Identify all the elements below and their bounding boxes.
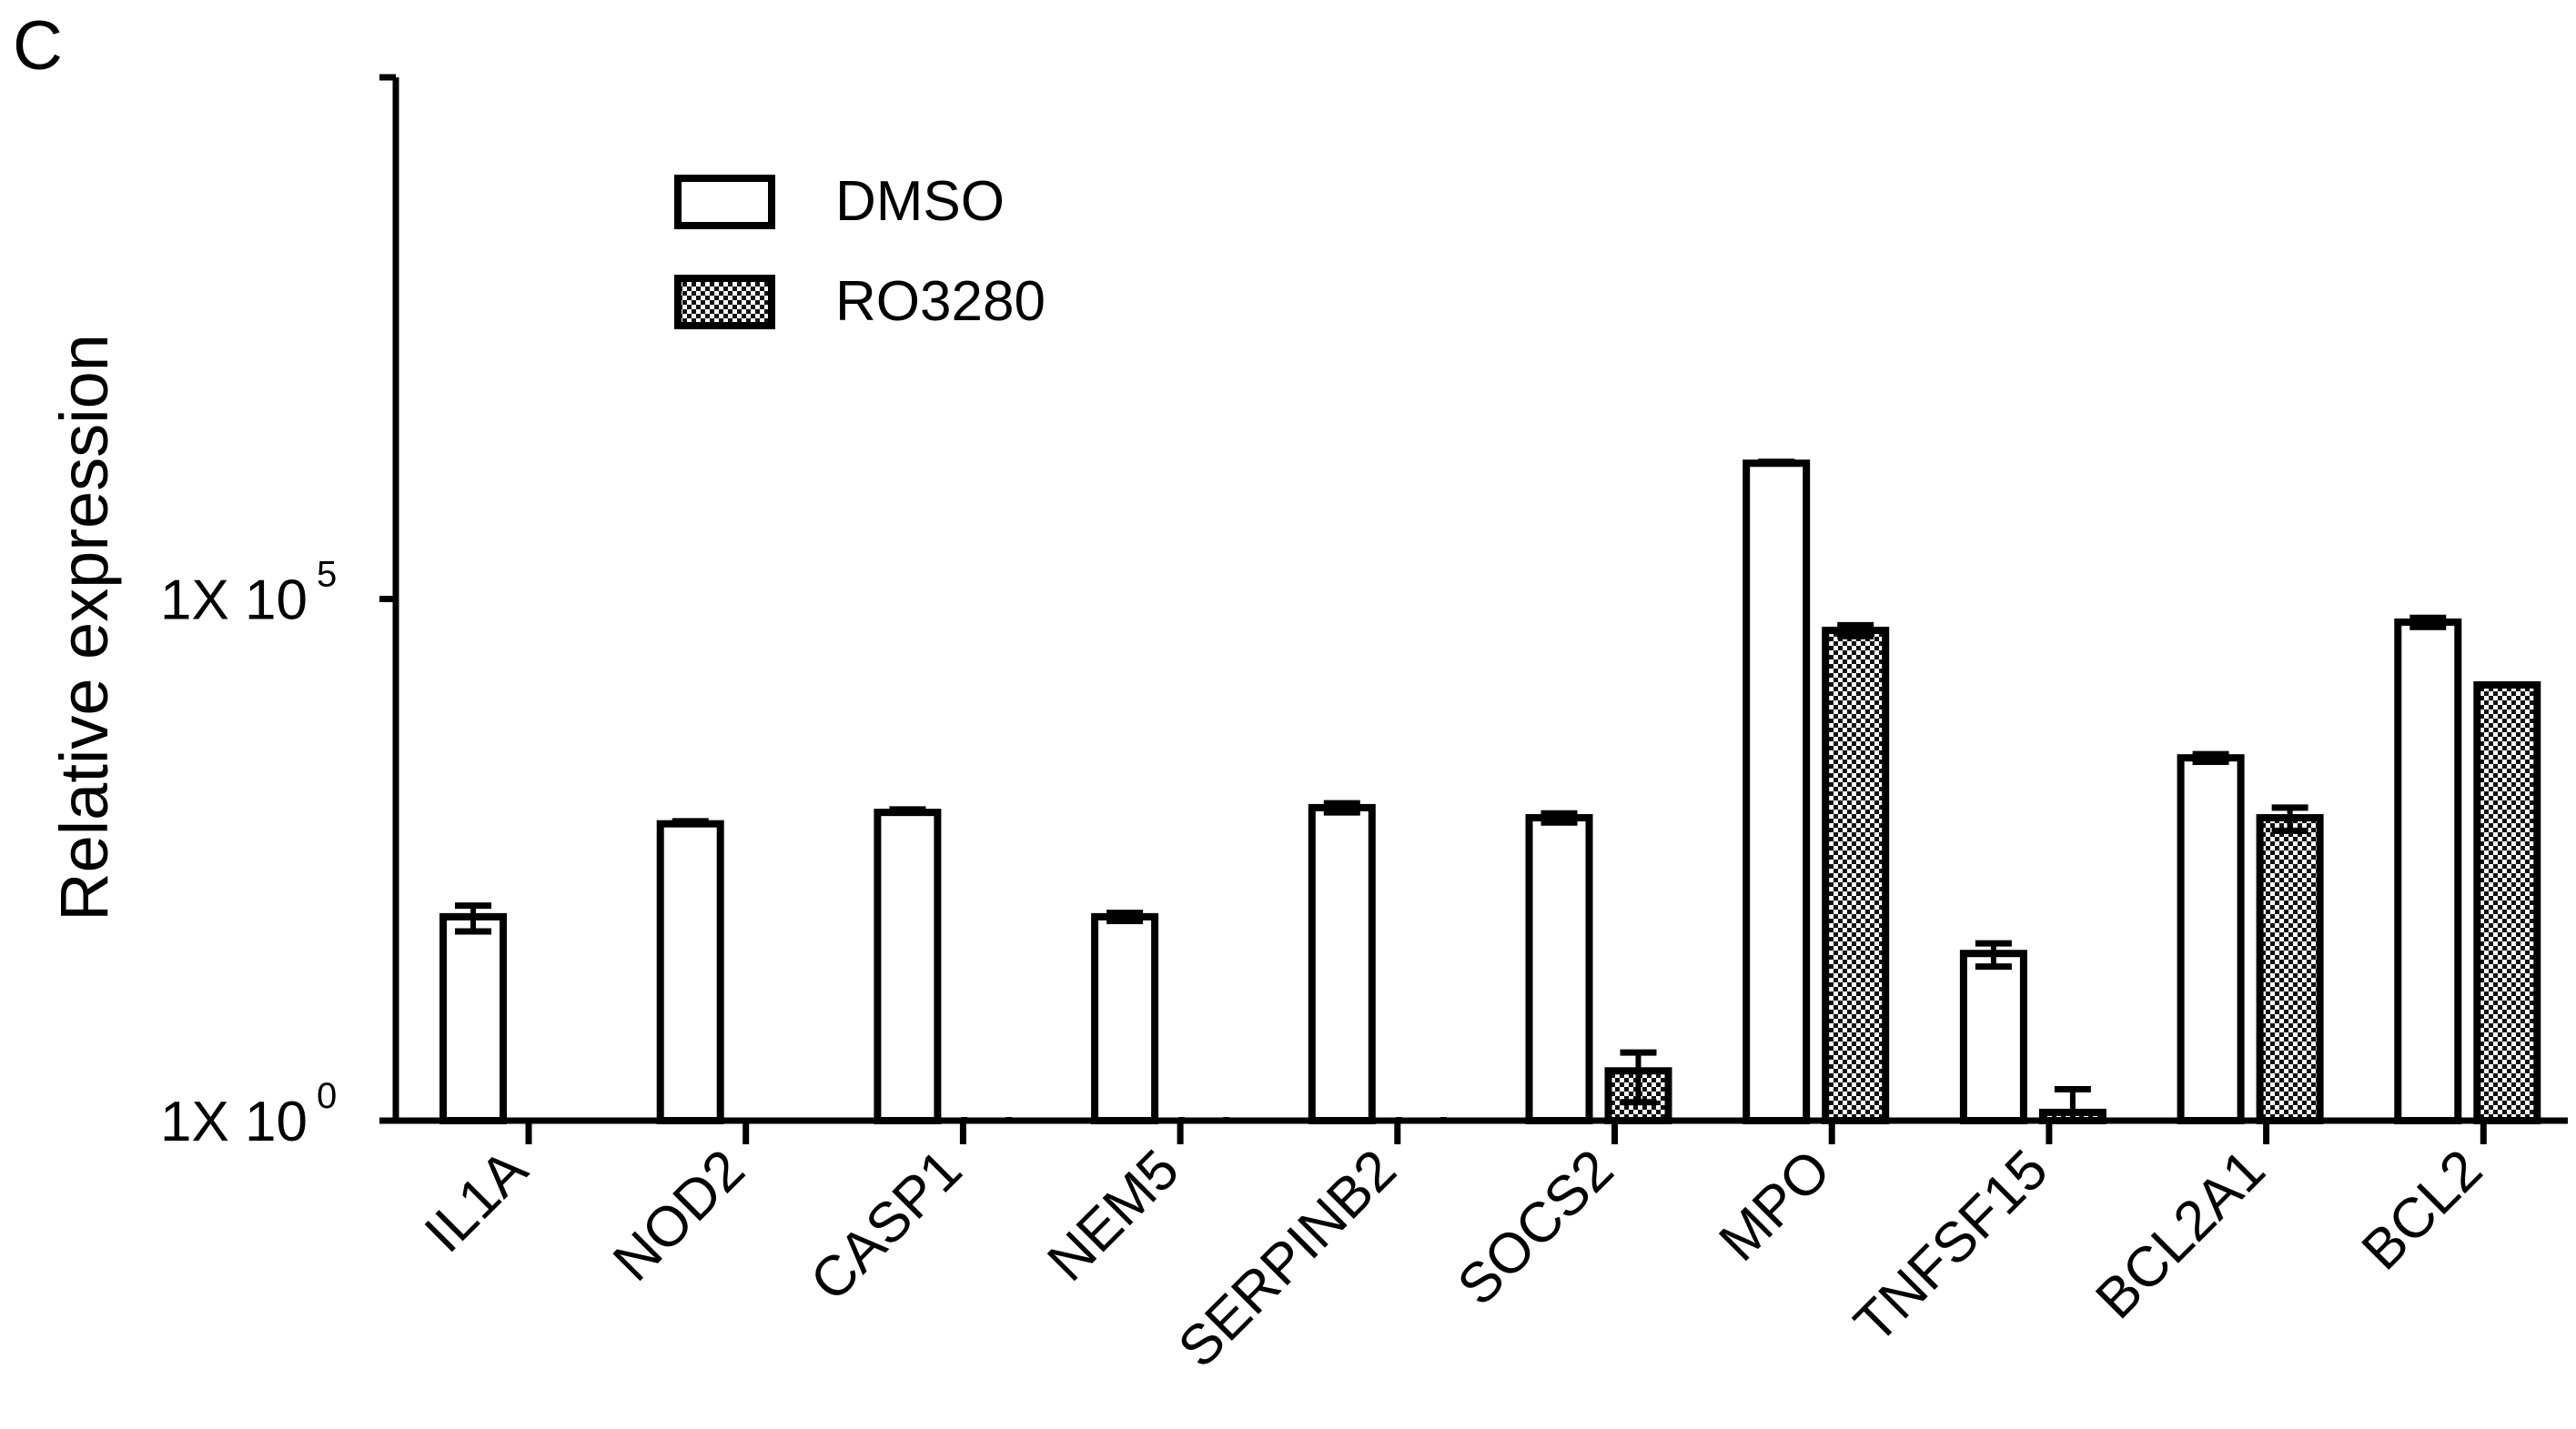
x-tick-label: CASP1 <box>799 1138 975 1313</box>
bar-dmso-il1a <box>439 912 507 1124</box>
bars <box>439 458 2541 1125</box>
bar-dmso-tnfsf15 <box>1959 950 2027 1125</box>
x-tick-label: TNFSF15 <box>1843 1138 2060 1355</box>
y-tick-exponent: 0 <box>317 1076 337 1116</box>
bar-dmso-casp1 <box>874 809 942 1124</box>
panel-label: C <box>13 7 63 85</box>
bar-dmso-nod2 <box>656 820 724 1124</box>
y-axis: 1X 10 01X 10 5 <box>160 74 399 1153</box>
y-tick-label: 1X 10 <box>160 569 308 632</box>
bar-dmso-nem5 <box>1091 912 1159 1124</box>
x-tick-label: BCL2A1 <box>2084 1138 2277 1331</box>
bar-ro3280-bcl2a1 <box>2256 814 2324 1124</box>
x-tick-label: BCL2 <box>2350 1138 2494 1282</box>
y-tick-label: 1X 10 <box>160 1091 308 1153</box>
legend-label-dmso: DMSO <box>835 170 1005 233</box>
bar-dmso-socs2 <box>1525 814 1593 1124</box>
y-tick-exponent: 5 <box>317 555 337 595</box>
bar-ro3280-mpo <box>1822 627 1890 1124</box>
x-tick-label: NOD2 <box>601 1138 757 1293</box>
x-tick-label: MPO <box>1707 1138 1843 1273</box>
legend-label-ro3280: RO3280 <box>835 270 1046 333</box>
bar-dmso-mpo <box>1743 459 1811 1124</box>
bar-dmso-serpinb2 <box>1308 803 1376 1125</box>
legend: DMSO RO3280 <box>674 170 1046 333</box>
x-tick-label: NEM5 <box>1035 1138 1191 1293</box>
legend-swatch-ro3280 <box>674 275 775 329</box>
x-tick-label: SERPINB2 <box>1167 1138 1409 1380</box>
x-tick-label: IL1A <box>413 1138 540 1264</box>
legend-swatch-dmso <box>674 175 775 229</box>
x-tick-label: SOCS2 <box>1446 1138 1625 1317</box>
y-axis-label: Relative expression <box>46 334 122 921</box>
bar-dmso-bcl2 <box>2394 618 2462 1124</box>
bar-dmso-bcl2a1 <box>2177 754 2245 1124</box>
bar-ro3280-bcl2 <box>2473 681 2541 1124</box>
